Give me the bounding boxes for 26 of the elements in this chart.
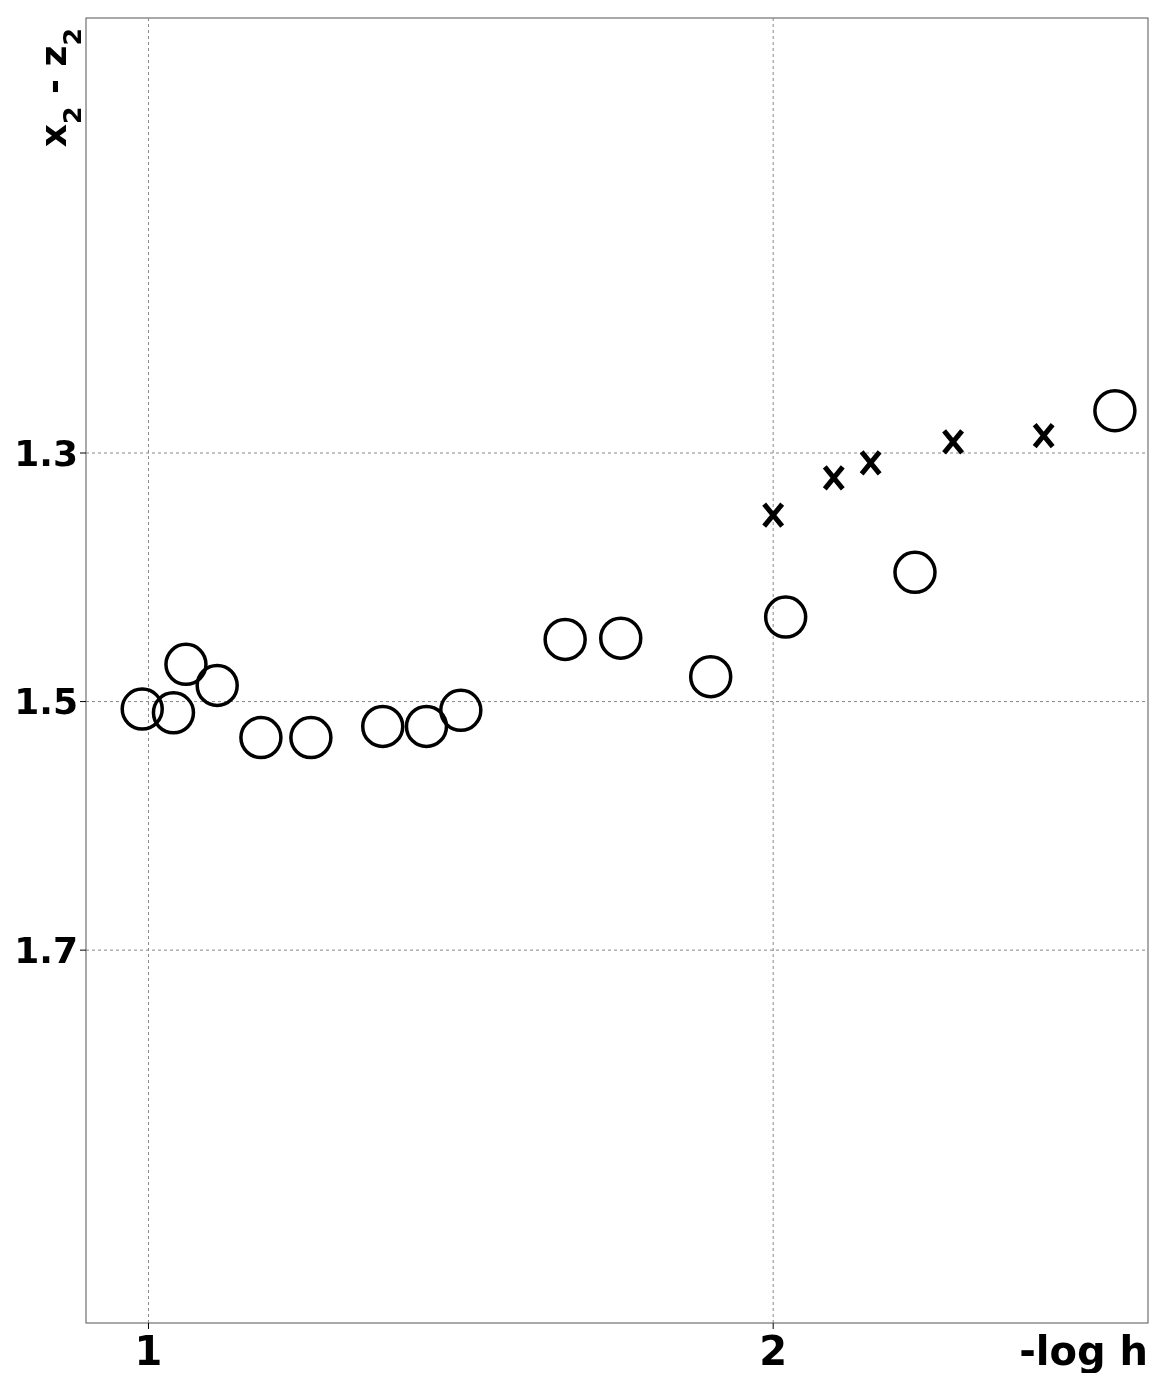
point (822, 464, 846, 492)
x-axis-title: -log h (1019, 1328, 1148, 1374)
point (1093, 388, 1137, 433)
point (151, 691, 196, 735)
y-tick-label: 1.7 (14, 929, 78, 971)
point (439, 688, 483, 733)
point (599, 616, 643, 660)
x-tick-label: 2 (759, 1328, 788, 1374)
y-tick-label: 1.3 (14, 432, 78, 474)
x-tick-label: 1 (134, 1328, 163, 1374)
point (239, 715, 283, 760)
point (688, 654, 733, 699)
point (195, 663, 239, 708)
point (164, 642, 208, 687)
point (763, 595, 808, 639)
point (404, 704, 449, 749)
point (761, 501, 785, 529)
point (893, 550, 937, 595)
y-tick-label: 1.5 (14, 681, 78, 723)
point (859, 449, 883, 477)
point (289, 715, 333, 760)
point (543, 617, 587, 662)
point (120, 687, 164, 731)
point (941, 428, 965, 456)
point (360, 704, 405, 749)
point (1032, 422, 1056, 450)
